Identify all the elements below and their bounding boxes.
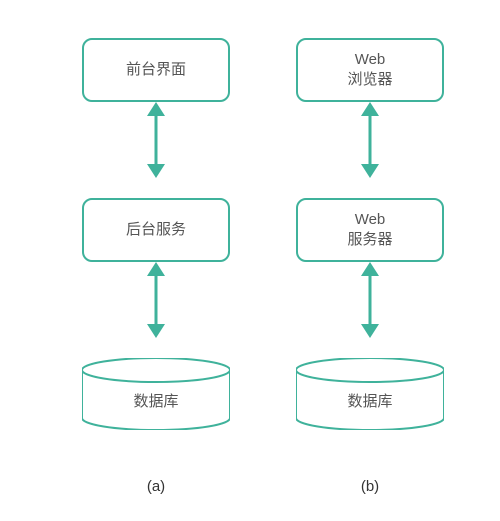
bidirectional-arrow [361, 262, 379, 343]
node-label: 数据库 [296, 390, 444, 411]
node-label: Web 浏览器 [347, 50, 392, 91]
architecture-diagram: 前台界面 后台服务 数据库 (a) Web 浏览器 Web 服务器 数据库 (b… [0, 0, 500, 521]
bidirectional-arrow [361, 102, 379, 183]
node-a-frontend: 前台界面 [82, 38, 230, 102]
node-b-server: Web 服务器 [296, 198, 444, 262]
node-a-backend: 后台服务 [82, 198, 230, 262]
node-a-database: 数据库 [82, 358, 230, 430]
bidirectional-arrow [147, 262, 165, 343]
bidirectional-arrow [147, 102, 165, 183]
node-label: 数据库 [82, 390, 230, 411]
node-label: 后台服务 [126, 220, 186, 240]
node-b-database: 数据库 [296, 358, 444, 430]
column-caption-a: (a) [126, 478, 186, 495]
node-label: 前台界面 [126, 60, 186, 80]
node-b-browser: Web 浏览器 [296, 38, 444, 102]
node-label: Web 服务器 [347, 210, 392, 251]
column-caption-b: (b) [340, 478, 400, 495]
